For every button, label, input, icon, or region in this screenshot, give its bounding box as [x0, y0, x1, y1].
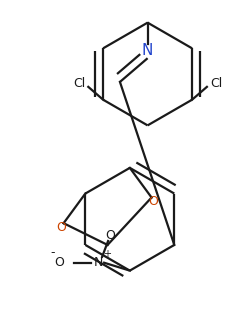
Text: O: O [105, 229, 114, 242]
Text: +: + [103, 249, 111, 259]
Text: O: O [148, 195, 158, 208]
Text: Cl: Cl [209, 77, 221, 90]
Text: O: O [55, 256, 64, 269]
Text: N: N [141, 43, 153, 58]
Text: Cl: Cl [73, 77, 85, 90]
Text: -: - [50, 246, 55, 259]
Text: O: O [56, 220, 66, 234]
Text: N: N [93, 256, 102, 269]
